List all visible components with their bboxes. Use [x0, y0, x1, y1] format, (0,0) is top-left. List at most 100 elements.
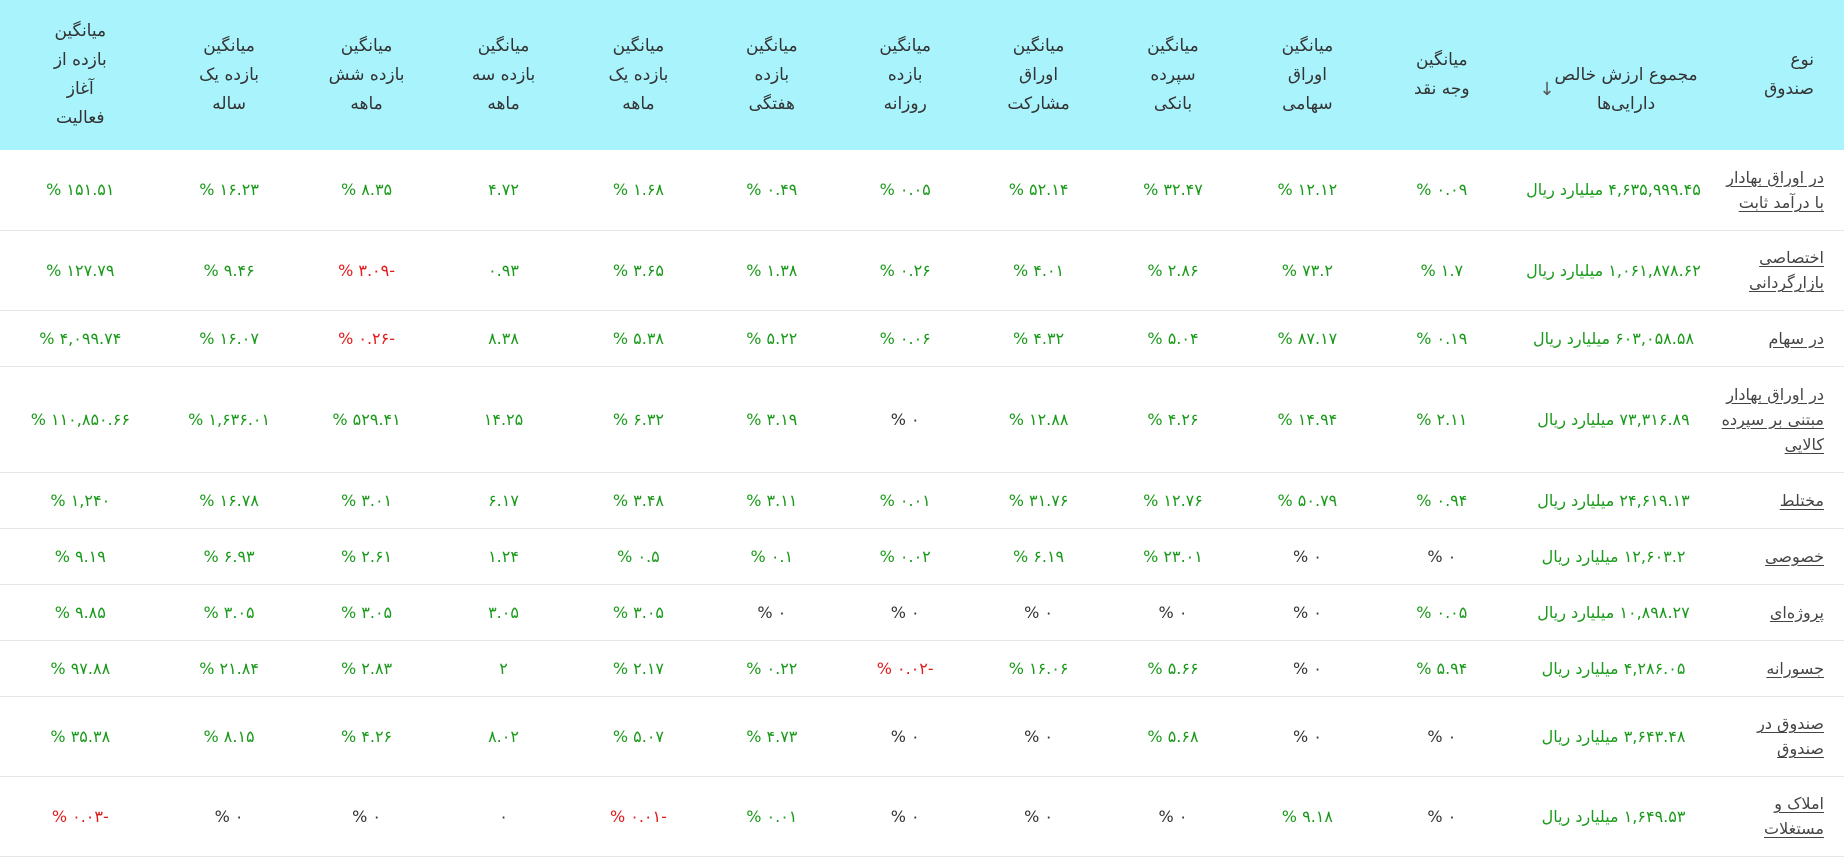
nav-cell: ۳,۶۴۳.۴۸ میلیارد ریال	[1541, 726, 1686, 746]
quarterly-cell: ۰.۹۳	[488, 260, 519, 280]
daily-cell: ۰ %	[890, 409, 920, 429]
since-start-cell: ۹.۱۹ %	[54, 546, 106, 566]
fund-type-link[interactable]: خصوصی	[1765, 546, 1824, 566]
monthly-cell: ۰.۵ %	[617, 546, 660, 566]
weekly-cell: ۳.۱۱ %	[746, 490, 798, 510]
quarterly-cell: ۸.۰۲	[488, 726, 519, 746]
bonds-cell: ۰ %	[1024, 806, 1054, 826]
col-header-daily[interactable]: میانگین بازده روزانه	[879, 35, 931, 114]
since-start-cell: ۹۷.۸۸ %	[50, 658, 111, 678]
fund-type-link[interactable]: املاک و مستغلات	[1764, 794, 1824, 838]
deposit-cell: ۴.۲۶ %	[1147, 409, 1199, 429]
bonds-cell: ۳۱.۷۶ %	[1008, 490, 1069, 510]
quarterly-cell: ۳.۰۵	[488, 602, 519, 622]
fund-type-link[interactable]: جسورانه	[1766, 658, 1824, 678]
bonds-cell: ۰ %	[1024, 602, 1054, 622]
arrow-down-icon[interactable]: ↓	[1539, 79, 1555, 100]
stocks-cell: ۱۴.۹۴ %	[1277, 409, 1338, 429]
semiannual-cell: -۳.۰۹ %	[338, 260, 396, 280]
daily-cell: ۰.۲۶ %	[879, 260, 931, 280]
col-header-stocks[interactable]: میانگین اوراق سهامی	[1281, 35, 1334, 114]
deposit-cell: ۵.۶۸ %	[1147, 726, 1199, 746]
annual-cell: ۱۶.۷۸ %	[199, 490, 259, 510]
table-body: در اوراق بهادار با درآمد ثابت ۴,۶۳۵,۹۹۹.۴…	[0, 150, 1844, 856]
since-start-cell: ۱,۲۴۰ %	[50, 490, 111, 510]
fund-type-link[interactable]: در اوراق بهادار مبتنی بر سپرده کالایی	[1721, 384, 1824, 454]
col-header-deposit[interactable]: میانگین سپرده بانکی	[1147, 35, 1199, 114]
col-header-weekly[interactable]: میانگین بازده هفتگی	[746, 35, 798, 114]
col-header-bonds[interactable]: میانگین اوراق مشارکت	[1007, 35, 1070, 114]
monthly-cell: ۳.۰۵ %	[612, 602, 665, 622]
col-header-nav[interactable]: مجموع ارزش خالص دارایی‌ها↓	[1510, 0, 1718, 150]
cash-cell: ۲.۱۱ %	[1416, 409, 1468, 429]
monthly-cell: ۲.۱۷ %	[612, 658, 665, 678]
daily-cell: -۰.۰۲ %	[876, 658, 934, 678]
annual-cell: ۳.۰۵ %	[203, 602, 255, 622]
since-start-cell: ۱۱۰,۸۵۰.۶۶ %	[30, 409, 130, 429]
col-header-semiannual[interactable]: میانگین بازده شش ماهه	[328, 35, 405, 114]
nav-cell: ۱۲,۶۰۳.۲ میلیارد ریال	[1541, 546, 1686, 566]
deposit-cell: ۵.۶۶ %	[1147, 658, 1199, 678]
stocks-cell: ۰ %	[1292, 546, 1322, 566]
table-header-row: نوع صندوق مجموع ارزش خالص دارایی‌ها↓ میا…	[0, 0, 1844, 150]
fund-type-link[interactable]: مختلط	[1779, 490, 1824, 510]
fund-type-link[interactable]: صندوق در صندوق	[1757, 714, 1824, 758]
semiannual-cell: ۰ %	[352, 806, 381, 826]
daily-cell: ۰ %	[890, 806, 920, 826]
table-row: در اوراق بهادار مبتنی بر سپرده کالایی ۷۳,…	[0, 366, 1844, 472]
stocks-cell: ۸۷.۱۷ %	[1277, 328, 1338, 348]
since-start-cell: ۱۲۷.۷۹ %	[46, 260, 115, 280]
annual-cell: ۸.۱۵ %	[203, 726, 255, 746]
nav-cell: ۱,۶۴۹.۵۳ میلیارد ریال	[1541, 806, 1686, 826]
annual-cell: ۲۱.۸۴ %	[199, 658, 259, 678]
deposit-cell: ۲۳.۰۱ %	[1143, 546, 1203, 566]
nav-cell: ۱۰,۸۹۸.۲۷ میلیارد ریال	[1537, 602, 1690, 622]
deposit-cell: ۲.۸۶ %	[1147, 260, 1199, 280]
fund-type-link[interactable]: اختصاصی بازارگردانی	[1748, 248, 1824, 292]
daily-cell: ۰ %	[890, 602, 920, 622]
cash-cell: ۱.۷ %	[1420, 260, 1464, 280]
cash-cell: ۰.۰۹ %	[1416, 180, 1468, 200]
since-start-cell: ۳۵.۳۸ %	[50, 726, 111, 746]
cash-cell: ۰ %	[1427, 546, 1457, 566]
daily-cell: ۰.۰۱ %	[879, 490, 931, 510]
bonds-cell: ۱۶.۰۶ %	[1008, 658, 1069, 678]
weekly-cell: ۱.۳۸ %	[746, 260, 798, 280]
table-row: خصوصی ۱۲,۶۰۳.۲ میلیارد ریال ۰ % ۰ % ۲۳.۰۱ % ۶…	[0, 528, 1844, 584]
deposit-cell: ۵.۰۴ %	[1147, 328, 1199, 348]
col-header-annual[interactable]: میانگین بازده یک ساله	[199, 35, 260, 114]
col-header-monthly[interactable]: میانگین بازده یک ماهه	[608, 35, 669, 114]
annual-cell: ۱۶.۲۳ %	[199, 180, 259, 200]
fund-type-link[interactable]: در اوراق بهادار با درآمد ثابت	[1726, 167, 1824, 212]
col-header-quarterly[interactable]: میانگین بازده سه ماهه	[471, 35, 536, 114]
table-row: در اوراق بهادار با درآمد ثابت ۴,۶۳۵,۹۹۹.۴…	[0, 150, 1844, 230]
nav-cell: ۶۰۳,۰۵۸.۵۸ میلیارد ریال	[1533, 328, 1695, 348]
deposit-cell: ۳۲.۴۷ %	[1143, 180, 1203, 200]
semiannual-cell: -۰.۲۶ %	[338, 328, 396, 348]
bonds-cell: ۱۲.۸۸ %	[1008, 409, 1069, 429]
table-row: اختصاصی بازارگردانی ۱,۰۶۱,۸۷۸.۶۲ میلیارد …	[0, 230, 1844, 310]
monthly-cell: ۵.۳۸ %	[612, 328, 665, 348]
col-header-type[interactable]: نوع صندوق	[1764, 50, 1814, 99]
deposit-cell: ۰ %	[1158, 806, 1188, 826]
monthly-cell: ۶.۳۲ %	[612, 409, 665, 429]
since-start-cell: ۹.۸۵ %	[54, 602, 106, 622]
weekly-cell: ۰.۰۱ %	[746, 806, 798, 826]
cash-cell: ۰.۰۵ %	[1416, 602, 1468, 622]
bonds-cell: ۰ %	[1024, 726, 1054, 746]
nav-cell: ۲۴,۶۱۹.۱۳ میلیارد ریال	[1537, 490, 1690, 510]
table-row: پروژه‌ای ۱۰,۸۹۸.۲۷ میلیارد ریال ۰.۰۵ % ۰ % ۰…	[0, 584, 1844, 640]
col-header-cash[interactable]: میانگین وجه نقد	[1414, 50, 1470, 99]
table-row: در سهام ۶۰۳,۰۵۸.۵۸ میلیارد ریال ۰.۱۹ % ۸۷.۱…	[0, 310, 1844, 366]
fund-type-link[interactable]: پروژه‌ای	[1769, 602, 1824, 622]
weekly-cell: ۵.۲۲ %	[746, 328, 798, 348]
daily-cell: ۰.۰۲ %	[879, 546, 931, 566]
since-start-cell: -۰.۰۳ %	[51, 806, 109, 826]
col-header-since-start[interactable]: میانگین بازده از آغاز فعالیت	[53, 21, 107, 128]
fund-type-cell: جسورانه	[1717, 640, 1844, 696]
monthly-cell: ۵.۰۷ %	[612, 726, 665, 746]
fund-type-link[interactable]: در سهام	[1768, 328, 1825, 348]
stocks-cell: ۷۳.۲ %	[1281, 260, 1333, 280]
